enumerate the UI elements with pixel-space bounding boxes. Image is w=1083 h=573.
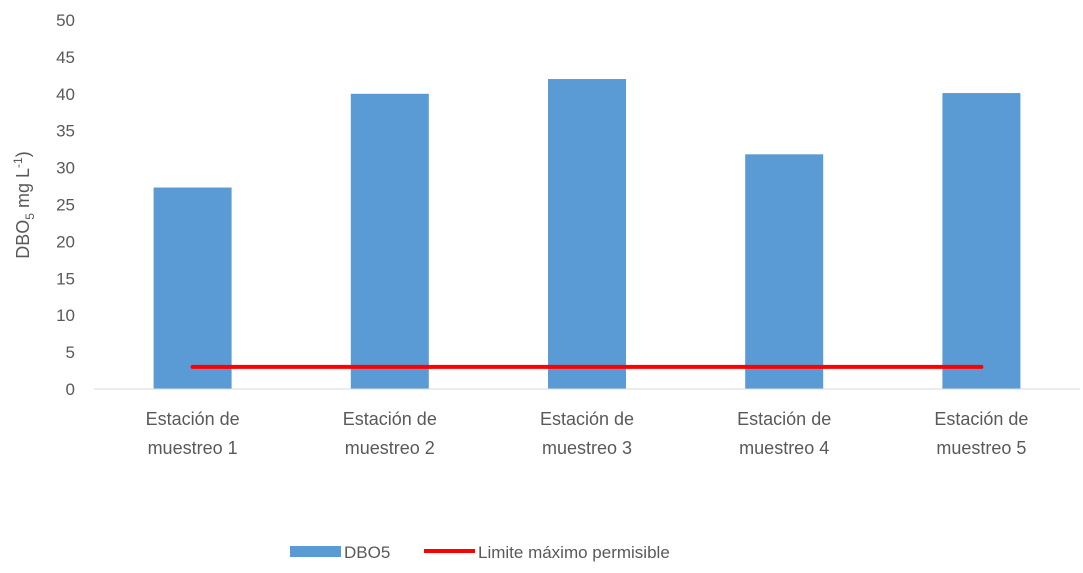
legend: DBO5 Limite máximo permisible — [290, 543, 670, 562]
legend-label-limit: Limite máximo permisible — [478, 543, 670, 562]
legend-swatch-bar — [290, 546, 341, 557]
x-category-label: Estación de muestreo 3 — [540, 409, 634, 458]
y-tick-label: 40 — [56, 85, 75, 104]
y-tick-label: 0 — [66, 380, 75, 399]
x-category-label: Estación de muestreo 2 — [343, 409, 437, 458]
y-tick-label: 20 — [56, 232, 75, 251]
x-category-label: Estación de muestreo 4 — [737, 409, 831, 458]
x-category-label: Estación de muestreo 1 — [146, 409, 240, 458]
x-axis-categories: Estación de muestreo 1 Estación de muestreo… — [146, 409, 1029, 458]
bar-series — [153, 79, 1021, 390]
y-axis-label: DBO5 mg L-1) — [11, 151, 37, 258]
y-tick-label: 50 — [56, 11, 75, 30]
bar-1 — [153, 187, 232, 389]
y-tick-label: 45 — [56, 48, 75, 67]
bar-3 — [548, 79, 626, 389]
y-tick-label: 35 — [56, 122, 75, 141]
legend-label-dbo5: DBO5 — [344, 543, 390, 562]
y-axis-ticks: 0 5 10 15 20 25 30 35 40 45 50 — [56, 11, 75, 399]
y-tick-label: 15 — [56, 269, 75, 288]
y-tick-label: 10 — [56, 306, 75, 325]
y-tick-label: 30 — [56, 159, 75, 178]
bar-5 — [942, 93, 1021, 389]
y-tick-label: 5 — [66, 343, 75, 362]
bar-2 — [350, 93, 429, 390]
bar-4 — [745, 154, 824, 389]
x-category-label: Estación de muestreo 5 — [934, 409, 1028, 458]
y-axis-title: DBO5 mg L-1) — [11, 151, 37, 258]
y-tick-label: 25 — [56, 196, 75, 215]
